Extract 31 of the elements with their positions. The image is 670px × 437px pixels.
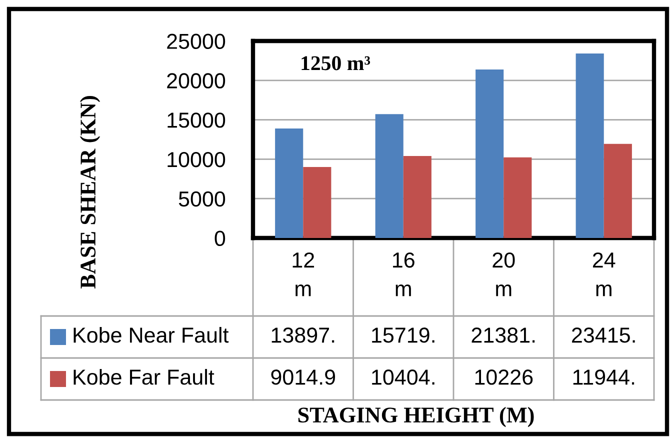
x-tick-label: 12 m bbox=[292, 252, 314, 296]
x-tick-label: 24 m bbox=[592, 252, 616, 296]
bar bbox=[303, 166, 332, 238]
data-label: 9014.9 bbox=[271, 370, 336, 385]
x-tick-label: 16 m bbox=[393, 252, 414, 296]
bar bbox=[275, 128, 304, 238]
y-tick-label: 15000 bbox=[168, 112, 226, 128]
y-axis-title: BASE SHEAR (KN) bbox=[80, 96, 100, 289]
data-label: 11944. bbox=[573, 370, 634, 385]
y-tick-label: 20000 bbox=[167, 73, 226, 88]
annotation: 1250 m³ bbox=[302, 56, 370, 70]
y-tick-label: 25000 bbox=[167, 34, 226, 50]
bar bbox=[403, 156, 432, 238]
data-label: 15719. bbox=[372, 328, 434, 343]
bar bbox=[604, 144, 632, 238]
y-tick-label: 0 bbox=[214, 230, 226, 246]
data-label: 13897. bbox=[272, 328, 334, 343]
data-label: 23415. bbox=[572, 328, 635, 343]
data-label: 10404. bbox=[372, 370, 434, 385]
legend-label: Kobe Far Fault bbox=[74, 368, 214, 385]
bar bbox=[576, 53, 604, 238]
legend-label: Kobe Near Fault bbox=[74, 326, 229, 343]
data-label: 10226 bbox=[475, 370, 533, 385]
bar bbox=[504, 157, 532, 238]
y-tick-label: 5000 bbox=[178, 191, 226, 207]
bar bbox=[476, 70, 504, 238]
x-tick-label: 20 m bbox=[492, 252, 515, 296]
bar bbox=[375, 114, 404, 238]
y-tick-label: 10000 bbox=[168, 152, 226, 168]
data-label: 21381. bbox=[472, 328, 535, 343]
text: STAGING HEIGHT (M) bbox=[298, 406, 534, 428]
